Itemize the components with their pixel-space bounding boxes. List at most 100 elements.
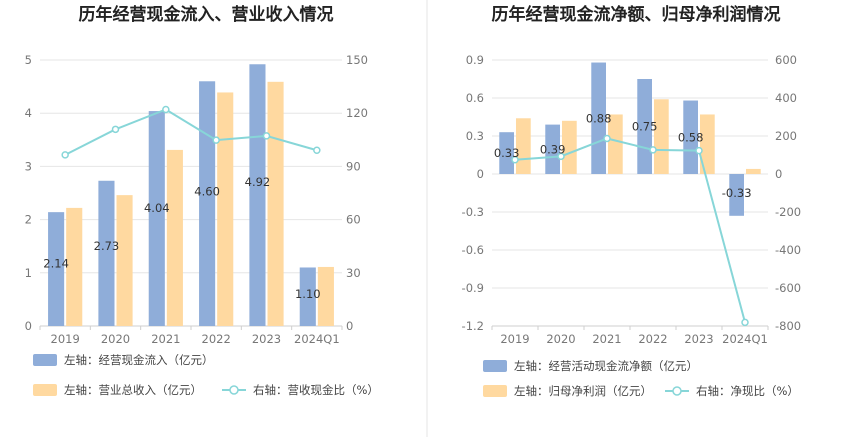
right-axis-tick: -600 — [775, 281, 801, 295]
legend-swatch-line-marker — [229, 385, 239, 395]
bar-series-1 — [148, 111, 165, 327]
bar-series-2 — [116, 195, 133, 326]
bar-series-1 — [683, 100, 698, 174]
legend-swatch-bar-2 — [33, 384, 57, 396]
data-label: 2.14 — [43, 256, 69, 270]
right-axis-tick: 0 — [775, 167, 782, 181]
bar-series-2 — [608, 114, 623, 174]
legend-label: 右轴：营收现金比（%） — [253, 383, 379, 397]
legend-label: 右轴：净现比（%） — [696, 384, 799, 398]
right-axis-tick: 200 — [775, 129, 797, 143]
bar-series-1 — [545, 124, 560, 174]
chart-panel-net-cashflow-profit: 历年经营现金流净额、归母净利润情况 -1.2 -0.9 -0.6 -0.3 0 0.3 0.6… — [462, 4, 802, 398]
right-axis-tick: 150 — [346, 53, 368, 67]
data-label: 4.60 — [194, 184, 220, 198]
data-label: 0.39 — [540, 142, 566, 156]
chart-title: 历年经营现金流入、营业收入情况 — [79, 4, 334, 25]
line-point — [603, 134, 611, 143]
left-axis-tick: 0 — [477, 167, 484, 181]
right-axis-tick: 120 — [346, 106, 368, 120]
left-axis-tick: 0.9 — [466, 53, 484, 67]
left-axis-tick: 0.6 — [466, 91, 484, 105]
line-series — [64, 108, 318, 156]
left-axis-tick: -0.6 — [462, 243, 484, 257]
line-point — [557, 152, 565, 161]
bar-series-1 — [637, 79, 652, 174]
bar-series-1 — [98, 180, 115, 326]
bar-series-1 — [48, 212, 65, 326]
line-point — [649, 146, 657, 154]
line-point — [111, 125, 120, 134]
legend-swatch-line-marker — [672, 386, 682, 396]
data-label: 0.88 — [586, 111, 612, 125]
left-axis-tick: 0.3 — [466, 129, 484, 143]
x-axis-tick: 2019 — [500, 332, 529, 346]
x-axis-tick: 2019 — [51, 332, 80, 346]
bar-series-1 — [591, 62, 606, 174]
data-label: 0.33 — [494, 146, 520, 160]
x-axis-tick: 2024Q1 — [722, 332, 768, 346]
chart-title: 历年经营现金流净额、归母净利润情况 — [492, 4, 781, 25]
left-axis-tick: 3 — [25, 159, 32, 173]
line-point — [511, 156, 519, 164]
bar-series-1 — [499, 132, 514, 174]
line-point — [313, 146, 321, 155]
left-axis-tick: -0.9 — [462, 281, 484, 295]
left-axis-tick: 4 — [25, 106, 32, 120]
right-axis-tick: 600 — [775, 53, 797, 67]
left-axis-tick: 0 — [25, 319, 32, 333]
right-axis-tick: 0 — [346, 319, 353, 333]
bar-series-1 — [299, 267, 316, 326]
left-axis-tick: 1 — [25, 266, 32, 280]
bar-series-2 — [267, 81, 284, 326]
data-label: -0.33 — [722, 186, 752, 200]
line-point — [695, 146, 703, 155]
right-axis-tick: 90 — [346, 159, 361, 173]
line-point — [162, 105, 170, 114]
left-axis-tick: -1.2 — [462, 319, 484, 333]
data-label: 4.04 — [144, 201, 170, 215]
bar-series-2 — [217, 92, 234, 327]
right-axis-tick: -400 — [775, 243, 801, 257]
right-axis-tick: -200 — [775, 205, 801, 219]
line-point — [262, 132, 271, 140]
legend-swatch-bar-1 — [33, 354, 57, 366]
bar-series-1 — [729, 174, 744, 216]
bar-series-2 — [317, 266, 334, 326]
x-axis-tick: 2021 — [592, 332, 621, 346]
right-axis-tick: 60 — [346, 213, 361, 227]
data-label: 2.73 — [94, 239, 120, 253]
x-axis-tick: 2020 — [101, 332, 130, 346]
line-point — [741, 318, 749, 327]
bar-series-2 — [746, 168, 761, 174]
legend-label: 左轴：营业总收入（亿元） — [64, 383, 202, 397]
x-axis-tick: 2024Q1 — [294, 332, 340, 346]
data-label: 4.92 — [245, 175, 271, 189]
bar-series-2 — [700, 114, 715, 174]
x-axis-tick: 2021 — [151, 332, 180, 346]
left-axis-tick: 2 — [25, 213, 32, 227]
x-axis-tick: 2020 — [546, 332, 575, 346]
line-point — [212, 136, 220, 144]
data-label: 0.58 — [678, 130, 704, 144]
line-point — [61, 151, 69, 159]
bar-series-2 — [654, 99, 669, 174]
bar-series-2 — [66, 207, 83, 326]
x-axis-tick: 2022 — [638, 332, 667, 346]
right-axis-tick: 30 — [346, 266, 361, 280]
bar-series-1 — [199, 81, 216, 326]
legend-label: 左轴：经营活动现金流净额（亿元） — [514, 359, 698, 373]
x-axis-tick: 2022 — [202, 332, 231, 346]
right-axis-tick: -800 — [775, 319, 801, 333]
x-axis-tick: 2023 — [684, 332, 713, 346]
left-axis-tick: -0.3 — [462, 205, 484, 219]
right-axis-tick: 400 — [775, 91, 797, 105]
line-series — [514, 137, 746, 323]
legend-swatch-bar-1 — [483, 360, 507, 372]
chart-panel-cash-inflow-revenue: 历年经营现金流入、营业收入情况 0 1 2 3 4 5 0 30 60 90 120 150 2019 20… — [25, 4, 379, 397]
x-axis-tick: 2023 — [252, 332, 281, 346]
bar-series-2 — [166, 149, 183, 326]
bar-series-2 — [562, 120, 577, 174]
legend-label: 左轴：归母净利润（亿元） — [514, 384, 652, 398]
